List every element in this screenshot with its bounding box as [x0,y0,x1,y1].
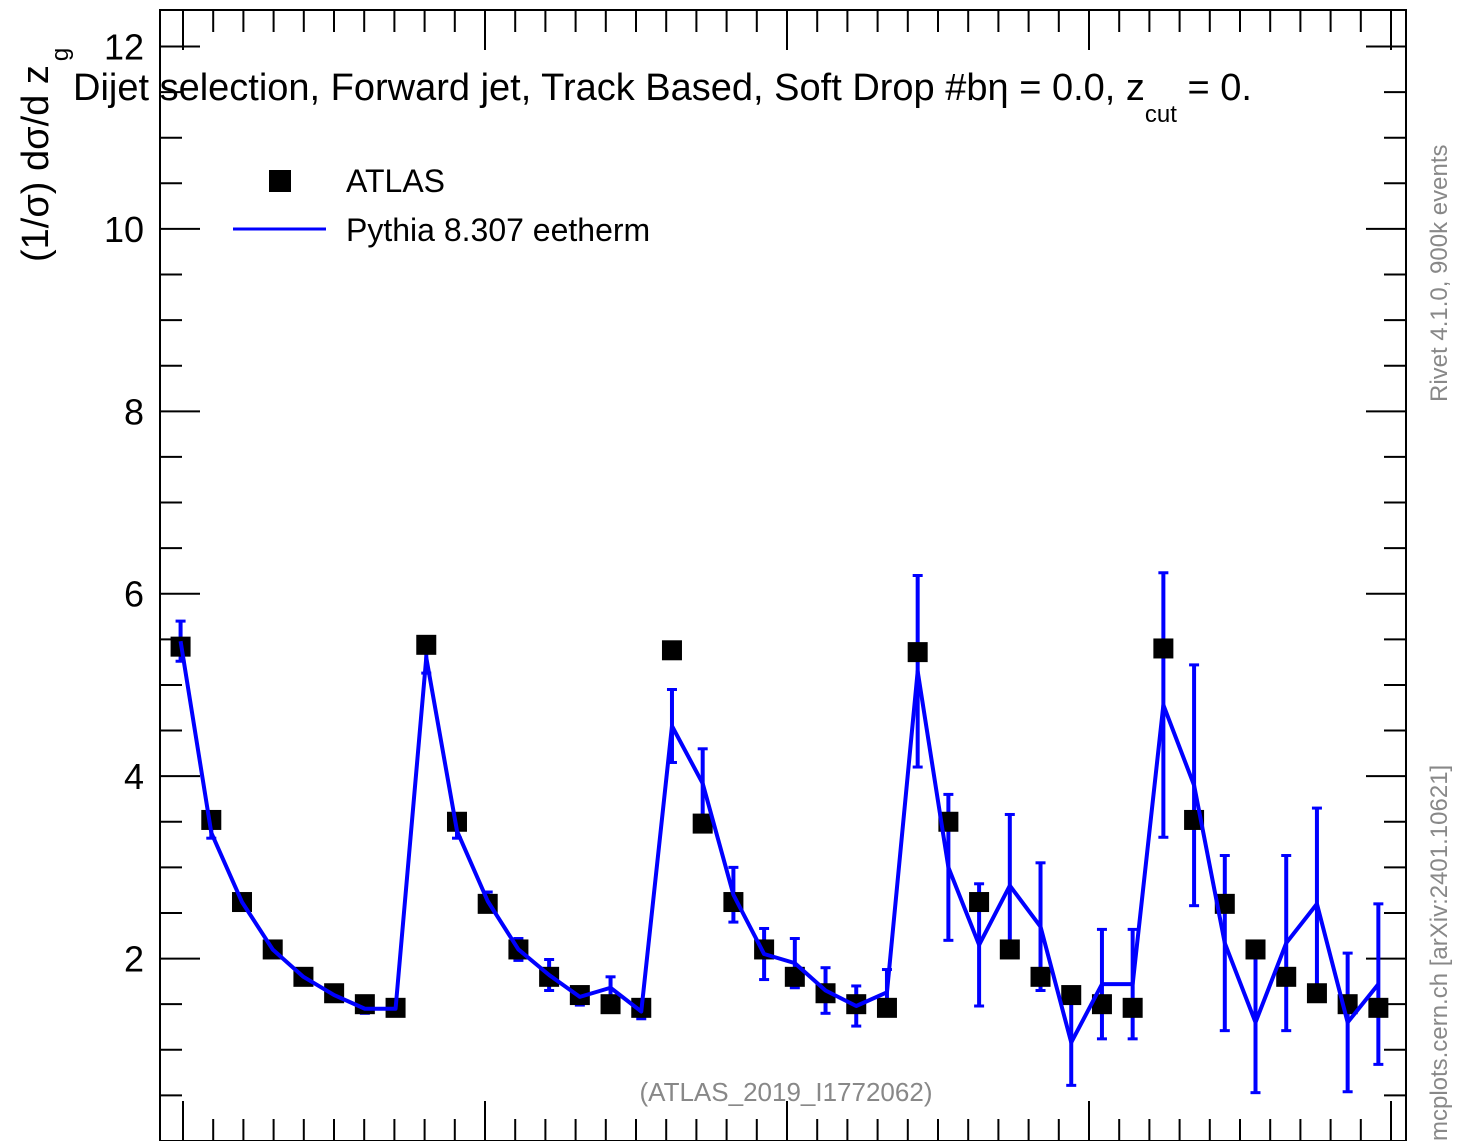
y-tick-label: 4 [124,756,144,797]
data-point-atlas [661,640,682,661]
data-point-atlas [907,642,928,663]
side-label-top: Rivet 4.1.0, 900k events [1426,145,1453,402]
legend-label-pythia: Pythia 8.307 eetherm [346,212,650,248]
side-label-bottom: mcplots.cern.ch [arXiv:2401.10621] [1426,765,1453,1141]
plot-frame [159,9,1407,1141]
data-point-atlas [1306,983,1327,1004]
chart-title-tail: = 0. [1177,67,1252,109]
legend: ATLAS Pythia 8.307 eetherm [233,163,650,248]
series-line-pythia [178,640,1380,1045]
data-point-atlas [1276,966,1297,987]
data-point-atlas [201,809,222,830]
y-axis-label-sub: g [47,48,74,61]
data-point-atlas [1153,638,1174,659]
chart-title: Dijet selection, Forward jet, Track Base… [73,67,1252,128]
chart-title-main: Dijet selection, Forward jet, Track Base… [73,67,988,109]
axis-ticks [160,10,1406,1141]
data-point-atlas [692,813,713,834]
data-point-atlas [1245,939,1266,960]
y-tick-label: 6 [124,574,144,615]
y-axis-label-main: (1/σ) dσ/d z [15,65,57,262]
data-point-atlas [969,892,990,913]
data-point-atlas [1061,985,1082,1006]
y-axis-label: (1/σ) dσ/d z g [15,48,74,262]
y-tick-label: 12 [104,26,144,67]
data-point-atlas [876,997,897,1018]
y-tick-label: 8 [124,391,144,432]
data-point-atlas [1368,997,1389,1018]
chart-title-eq: η = 0.0, z [988,67,1145,109]
y-tick-label: 2 [124,939,144,980]
data-point-atlas [600,994,621,1015]
source-note: (ATLAS_2019_I1772062) [640,1077,933,1107]
data-point-atlas [784,966,805,987]
data-point-atlas [1030,966,1051,987]
data-point-atlas [1091,994,1112,1015]
chart-title-sub: cut [1145,101,1177,128]
y-tick-label: 10 [104,209,144,250]
data-point-atlas [416,634,437,655]
data-point-atlas [999,939,1020,960]
data-point-atlas [1122,997,1143,1018]
legend-marker-atlas [269,170,291,192]
series-layer [170,571,1389,1095]
legend-label-atlas: ATLAS [346,163,445,199]
y-tick-labels: 2 4 6 8 10 12 [104,26,144,979]
